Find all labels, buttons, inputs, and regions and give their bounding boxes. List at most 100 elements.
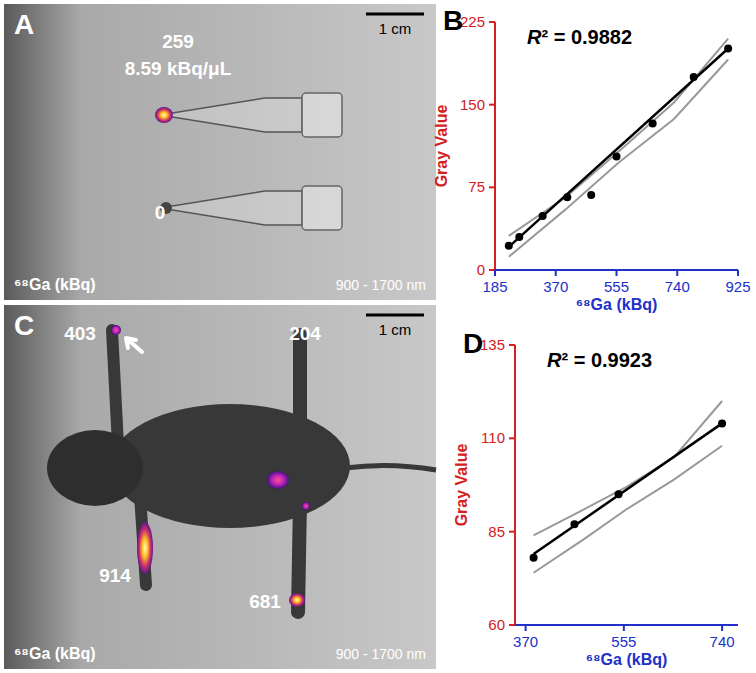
image-background <box>4 4 436 300</box>
annotation: R² = 0.9882 <box>527 26 632 48</box>
panel-letter: A <box>14 9 34 40</box>
tube-cap <box>302 186 342 230</box>
y-axis-title: Gray Value <box>453 444 470 527</box>
x-tick-label: 370 <box>513 633 538 650</box>
confidence-band <box>509 59 728 256</box>
label: 259 <box>162 31 194 52</box>
image-panel: 403 204 914 681 C 1 cm ⁶⁸Ga (kBq) 900 - 1700 nm <box>4 305 436 669</box>
y-tick <box>489 186 495 188</box>
y-tick <box>489 21 495 23</box>
x-tick-label: 555 <box>611 633 636 650</box>
label: 403 <box>64 323 96 344</box>
label: 204 <box>289 323 321 344</box>
mouse-tail <box>345 465 436 470</box>
y-axis-title: Gray Value <box>433 105 450 188</box>
annotation-part: ² = 0.9882 <box>541 26 632 48</box>
data-point <box>718 419 726 427</box>
label: 900 - 1700 nm <box>336 646 426 662</box>
x-tick <box>721 625 723 631</box>
data-point <box>724 44 732 52</box>
data-point <box>515 233 523 241</box>
chart: 0 75 150 225 185 370 555 740 925 ⁶⁸Ga (kBq) Gray V… <box>433 5 751 313</box>
tube-cap <box>302 93 342 137</box>
label: 8.59 kBq/μL <box>125 58 232 79</box>
label: 0 <box>155 202 166 223</box>
fit-line <box>534 423 722 554</box>
y-tick <box>509 437 515 439</box>
x-axis <box>515 624 738 626</box>
data-point <box>505 242 513 250</box>
chart: 6085110135370555740⁶⁸Ga (kBq)Gray ValueD… <box>453 328 738 668</box>
x-tick-label: 185 <box>482 278 507 295</box>
y-tick <box>509 624 515 626</box>
data-point <box>570 520 578 528</box>
x-tick <box>555 270 557 276</box>
panel-letter: C <box>14 310 34 341</box>
data-point <box>539 212 547 220</box>
hot-spot <box>267 471 289 489</box>
mouse-body <box>110 404 350 528</box>
figure: 259 8.59 kBq/μL 0 A 1 cm ⁶⁸Ga (kBq) 900 - 1700… <box>0 0 756 673</box>
y-axis <box>514 345 516 625</box>
image-background <box>4 305 436 669</box>
y-tick-label: 0 <box>477 261 485 278</box>
x-tick-label: 370 <box>543 278 568 295</box>
arrow <box>126 338 142 352</box>
annotation: R² = 0.9923 <box>547 349 652 371</box>
y-tick-label: 135 <box>480 336 505 353</box>
hot-spot <box>137 522 153 574</box>
label: 1 cm <box>379 20 412 37</box>
panel-letter: D <box>463 328 483 359</box>
data-point <box>613 152 621 160</box>
annotation-part: R <box>527 26 542 48</box>
scale-bar <box>366 314 424 317</box>
x-tick <box>616 270 618 276</box>
label: 1 cm <box>379 321 412 338</box>
y-tick-label: 85 <box>488 523 505 540</box>
label: ⁶⁸Ga (kBq) <box>14 645 96 662</box>
hot-spot <box>155 107 173 123</box>
confidence-band <box>534 401 722 535</box>
annotation-part: R <box>547 349 562 371</box>
hot-spot <box>302 502 310 510</box>
annotation-part: ² = 0.9923 <box>561 349 652 371</box>
image-panel: 2598.59 kBq/μL0A1 cm⁶⁸Ga (kBq)900 - 1700… <box>4 4 436 300</box>
scale-bar <box>366 13 424 16</box>
mouse-limb <box>112 330 118 445</box>
x-tick-label: 740 <box>710 633 735 650</box>
y-axis <box>494 22 496 270</box>
confidence-band <box>509 39 728 236</box>
x-tick-label: 925 <box>725 278 750 295</box>
y-tick <box>509 531 515 533</box>
x-tick <box>676 270 678 276</box>
x-tick <box>737 270 739 276</box>
y-tick-label: 225 <box>460 13 485 30</box>
x-tick <box>525 625 527 631</box>
data-point <box>690 73 698 81</box>
y-tick <box>489 104 495 106</box>
tube <box>160 98 302 132</box>
fit-line <box>509 48 728 246</box>
x-tick-label: 555 <box>604 278 629 295</box>
hot-spot <box>111 325 121 335</box>
x-tick-label: 740 <box>665 278 690 295</box>
x-axis-title: ⁶⁸Ga (kBq) <box>576 296 658 313</box>
x-axis-title: ⁶⁸Ga (kBq) <box>586 651 668 668</box>
data-point <box>563 193 571 201</box>
y-tick-label: 75 <box>468 178 485 195</box>
label: 914 <box>99 565 131 586</box>
panel-letter: B <box>443 5 463 36</box>
plot-area <box>530 401 726 573</box>
plot-area <box>505 39 732 257</box>
tube <box>160 191 302 225</box>
confidence-band <box>534 446 722 573</box>
data-point <box>615 490 623 498</box>
data-point <box>530 554 538 562</box>
x-tick <box>623 625 625 631</box>
mouse-head <box>47 430 143 506</box>
data-point <box>587 191 595 199</box>
label: 900 - 1700 nm <box>336 277 426 293</box>
data-point <box>649 119 657 127</box>
y-tick-label: 150 <box>460 96 485 113</box>
label: 681 <box>249 591 281 612</box>
